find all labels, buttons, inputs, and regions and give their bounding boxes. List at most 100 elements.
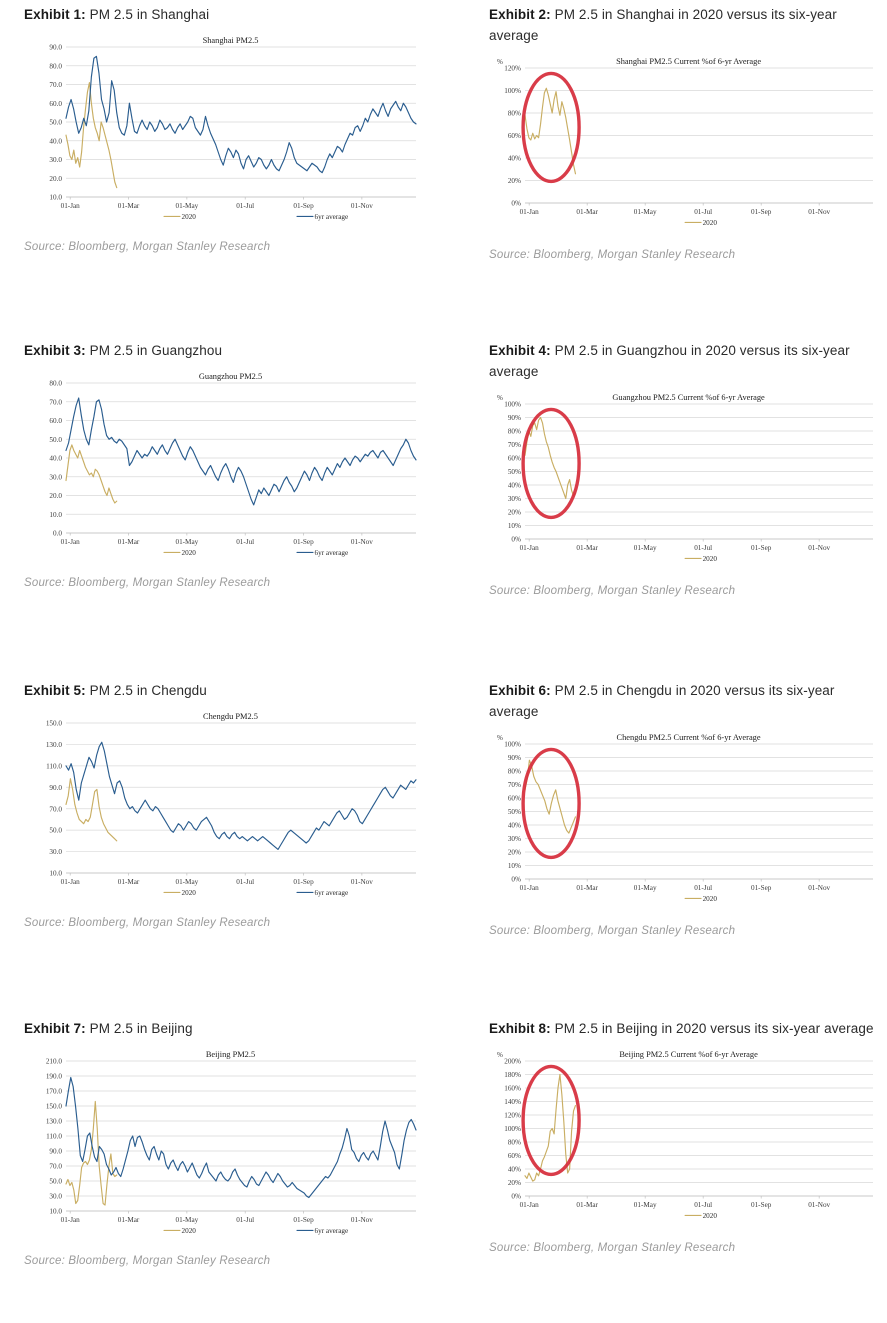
- y-tick-label: 0%: [511, 536, 521, 544]
- x-tick-label: 01-Sep: [293, 202, 314, 210]
- x-tick-label: 01-May: [175, 1216, 198, 1224]
- exhibit-8-title: Exhibit 8: PM 2.5 in Beijing in 2020 ver…: [489, 1018, 887, 1039]
- y-tick-label: 160%: [504, 1085, 521, 1093]
- x-tick-label: 01-Jul: [236, 878, 254, 886]
- x-tick-label: 01-Nov: [808, 208, 830, 216]
- chart-title: Chengdu PM2.5 Current %of 6-yr Average: [617, 733, 761, 742]
- y-axis-unit-label: %: [497, 1051, 503, 1059]
- series-line-2020: [524, 87, 577, 175]
- y-tick-label: 30%: [508, 495, 521, 503]
- chart-title: Guangzhou PM2.5: [199, 372, 262, 381]
- legend-label-2020: 2020: [703, 555, 718, 563]
- y-tick-label: 150.0: [46, 720, 63, 728]
- legend-label-2020: 2020: [182, 889, 197, 897]
- x-tick-label: 01-Jul: [236, 202, 254, 210]
- chart-title: Beijing PM2.5: [206, 1050, 255, 1059]
- exhibit-2-caption: PM 2.5 in Shanghai in 2020 versus its si…: [489, 7, 837, 43]
- series-line-2020: [65, 82, 118, 189]
- chart-title: Beijing PM2.5 Current %of 6-yr Average: [619, 1050, 758, 1059]
- x-tick-label: 01-May: [634, 208, 657, 216]
- series-line-6yr-average: [65, 397, 417, 506]
- chengdu_pct-svg: %100% 90% 80% 70% 60% 50% 40% 30% 20% 10% 0% Chengd…: [497, 733, 873, 903]
- x-tick-label: 01-Mar: [576, 1201, 598, 1209]
- x-tick-label: 01-Mar: [118, 202, 140, 210]
- chart-guangzhou-pct: % 100% 90% 80% 70% 60% 50% 40% 30% 20% 10% 0% Guangz…: [489, 388, 887, 573]
- y-tick-label: 50.0: [49, 1178, 62, 1186]
- y-tick-label: 70%: [508, 441, 521, 449]
- x-tick-label: 01-Sep: [751, 208, 772, 216]
- legend-label-2020: 2020: [182, 549, 197, 557]
- y-tick-label: 80%: [508, 428, 521, 436]
- exhibit-8-caption: PM 2.5 in Beijing in 2020 versus its six…: [550, 1021, 874, 1036]
- x-tick-label: 01-Mar: [118, 538, 140, 546]
- x-tick-label: 01-May: [175, 202, 198, 210]
- y-tick-label: 100%: [504, 741, 521, 749]
- y-tick-label: 90%: [508, 754, 521, 762]
- y-tick-label: 120%: [504, 65, 521, 73]
- exhibit-7-title: Exhibit 7: PM 2.5 in Beijing: [24, 1018, 464, 1039]
- y-tick-label: 80.0: [49, 380, 62, 388]
- exhibit-7-caption: PM 2.5 in Beijing: [85, 1021, 193, 1036]
- exhibit-4: Exhibit 4: PM 2.5 in Guangzhou in 2020 v…: [489, 340, 887, 597]
- y-tick-label: 90.0: [49, 44, 62, 52]
- y-tick-label: 70.0: [49, 1163, 62, 1171]
- exhibit-4-source: Source: Bloomberg, Morgan Stanley Resear…: [489, 585, 736, 597]
- chart-beijing-pm25: 210.0 190.0 170.0 150.0 130.0 110.0 90.0 70.0 50…: [24, 1045, 464, 1245]
- exhibit-2-source: Source: Bloomberg, Morgan Stanley Resear…: [489, 249, 736, 261]
- shanghai_pm25-svg: 90.0 80.0 70.0 60.0 50.0 40.0 30.0 20.0 10.0 Shan…: [49, 36, 417, 221]
- x-tick-label: 01-May: [634, 1201, 657, 1209]
- y-tick-label: 70%: [508, 781, 521, 789]
- y-tick-label: 70.0: [49, 398, 62, 406]
- y-tick-label: 30.0: [49, 1193, 62, 1201]
- y-tick-label: 130.0: [46, 1118, 63, 1126]
- exhibit-8-label: Exhibit 8:: [489, 1021, 551, 1036]
- exhibit-7-source: Source: Bloomberg, Morgan Stanley Resear…: [24, 1255, 271, 1267]
- exhibit-5-caption: PM 2.5 in Chengdu: [85, 683, 207, 698]
- legend-label-2020: 2020: [182, 213, 197, 221]
- x-tick-label: 01-Jan: [61, 1216, 81, 1224]
- x-tick-label: 01-May: [175, 538, 198, 546]
- y-tick-label: 50%: [508, 468, 521, 476]
- y-tick-label: 80.0: [49, 62, 62, 70]
- y-tick-label: 40.0: [49, 455, 62, 463]
- x-tick-label: 01-Jan: [61, 538, 81, 546]
- x-tick-label: 01-Jul: [236, 1216, 254, 1224]
- exhibit-5: Exhibit 5: PM 2.5 in Chengdu 150.0 130.0 1…: [24, 680, 464, 929]
- exhibit-5-source: Source: Bloomberg, Morgan Stanley Resear…: [24, 917, 271, 929]
- y-tick-label: 10.0: [49, 870, 62, 878]
- exhibit-6: Exhibit 6: PM 2.5 in Chengdu in 2020 ver…: [489, 680, 887, 937]
- chart-shanghai-pct: % 120% 100% 80% 60% 40% 20% 0% Shanghai PM2.5 Cu…: [489, 52, 887, 237]
- y-tick-label: 60%: [508, 132, 521, 140]
- y-tick-label: 30%: [508, 835, 521, 843]
- x-tick-label: 01-Jan: [520, 544, 540, 552]
- series-line-6yr-average: [65, 741, 417, 851]
- y-tick-label: 110.0: [46, 762, 62, 770]
- exhibit-6-label: Exhibit 6:: [489, 683, 551, 698]
- y-tick-label: 130.0: [46, 741, 63, 749]
- y-tick-label: 70.0: [49, 805, 62, 813]
- y-tick-label: 50.0: [49, 436, 62, 444]
- highlight-ellipse: [521, 71, 581, 184]
- x-tick-label: 01-Mar: [118, 878, 140, 886]
- chart-title: Shanghai PM2.5 Current %of 6-yr Average: [616, 57, 761, 66]
- y-tick-label: 90.0: [49, 1148, 62, 1156]
- exhibit-3-title: Exhibit 3: PM 2.5 in Guangzhou: [24, 340, 464, 361]
- legend-label-6yr-average: 6yr average: [315, 549, 349, 557]
- chengdu_pm25-svg: 150.0 130.0 110.0 90.0 70.0 50.0 30.0 10.0 Cheng…: [46, 712, 417, 897]
- x-tick-label: 01-Nov: [808, 544, 830, 552]
- y-tick-label: 90.0: [49, 784, 62, 792]
- x-tick-label: 01-Sep: [751, 884, 772, 892]
- highlight-ellipse: [521, 1064, 581, 1177]
- y-tick-label: 50.0: [49, 827, 62, 835]
- x-tick-label: 01-Mar: [576, 884, 598, 892]
- guangzhou_pct-svg: %100% 90% 80% 70% 60% 50% 40% 30% 20% 10% 0% Guangz…: [497, 393, 873, 563]
- exhibit-6-title: Exhibit 6: PM 2.5 in Chengdu in 2020 ver…: [489, 680, 887, 722]
- exhibit-1-title: Exhibit 1: PM 2.5 in Shanghai: [24, 4, 464, 25]
- x-tick-label: 01-Mar: [118, 1216, 140, 1224]
- legend-label-6yr-average: 6yr average: [315, 213, 349, 221]
- x-tick-label: 01-Sep: [293, 878, 314, 886]
- exhibit-2-title: Exhibit 2: PM 2.5 in Shanghai in 2020 ve…: [489, 4, 887, 46]
- exhibit-5-title: Exhibit 5: PM 2.5 in Chengdu: [24, 680, 464, 701]
- x-tick-label: 01-Nov: [808, 884, 830, 892]
- y-tick-label: 0%: [511, 200, 521, 208]
